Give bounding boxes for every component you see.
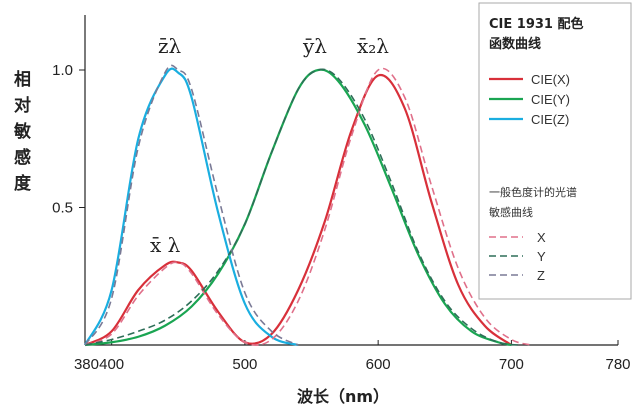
curve-label-z: z̄λ <box>158 34 182 58</box>
x-tick-label: 380 <box>74 356 99 373</box>
legend-entry-label: Y <box>537 249 546 264</box>
plot-area: 380 400 500 600 700 780 0.5 1.0 <box>52 15 631 373</box>
x-axis-label: 波长（nm） <box>297 387 389 406</box>
legend-subtitle-line2: 敏感曲线 <box>489 205 533 219</box>
y-tick-label: 1.0 <box>52 62 73 79</box>
y-axis-label: 相对敏感度 <box>13 69 32 194</box>
x-tick-label: 780 <box>605 356 630 373</box>
legend-title-line1: CIE 1931 配色 <box>489 16 584 32</box>
legend: CIE 1931 配色 函数曲线 一般色度计的光谱 敏感曲线 CIE(X)CIE… <box>478 2 632 300</box>
legend-entry-label: CIE(X) <box>531 72 570 87</box>
legend-entry-label: CIE(Z) <box>531 112 569 127</box>
legend-subtitle-line1: 一般色度计的光谱 <box>489 185 577 199</box>
legend-entry-label: X <box>537 230 546 245</box>
curve-label-x2: x̄₂λ <box>357 34 389 58</box>
x-tick-label: 600 <box>366 356 391 373</box>
y-tick-label: 0.5 <box>52 200 73 217</box>
curve-label-y: ȳλ <box>302 34 327 58</box>
series-cie-y-line <box>84 68 512 347</box>
series-cie-z-line <box>84 67 299 347</box>
x-tick-label: 500 <box>232 356 257 373</box>
series-layer <box>84 64 532 347</box>
series-z-dashed-line <box>84 64 299 346</box>
legend-box <box>478 2 632 300</box>
series-x-dashed-line <box>84 67 532 346</box>
x-tick-label: 400 <box>99 356 124 373</box>
series-y-dashed-line <box>84 68 519 346</box>
legend-entry-label: Z <box>537 268 545 283</box>
legend-title-line2: 函数曲线 <box>489 36 541 52</box>
x-tick-label: 700 <box>499 356 524 373</box>
series-cie-x-line <box>84 73 513 347</box>
legend-entry-label: CIE(Y) <box>531 92 570 107</box>
legend-entries: CIE(X) CIE(Y) CIE(Z) XYZ <box>489 72 570 283</box>
curve-label-x1: x̄ λ <box>150 233 181 257</box>
